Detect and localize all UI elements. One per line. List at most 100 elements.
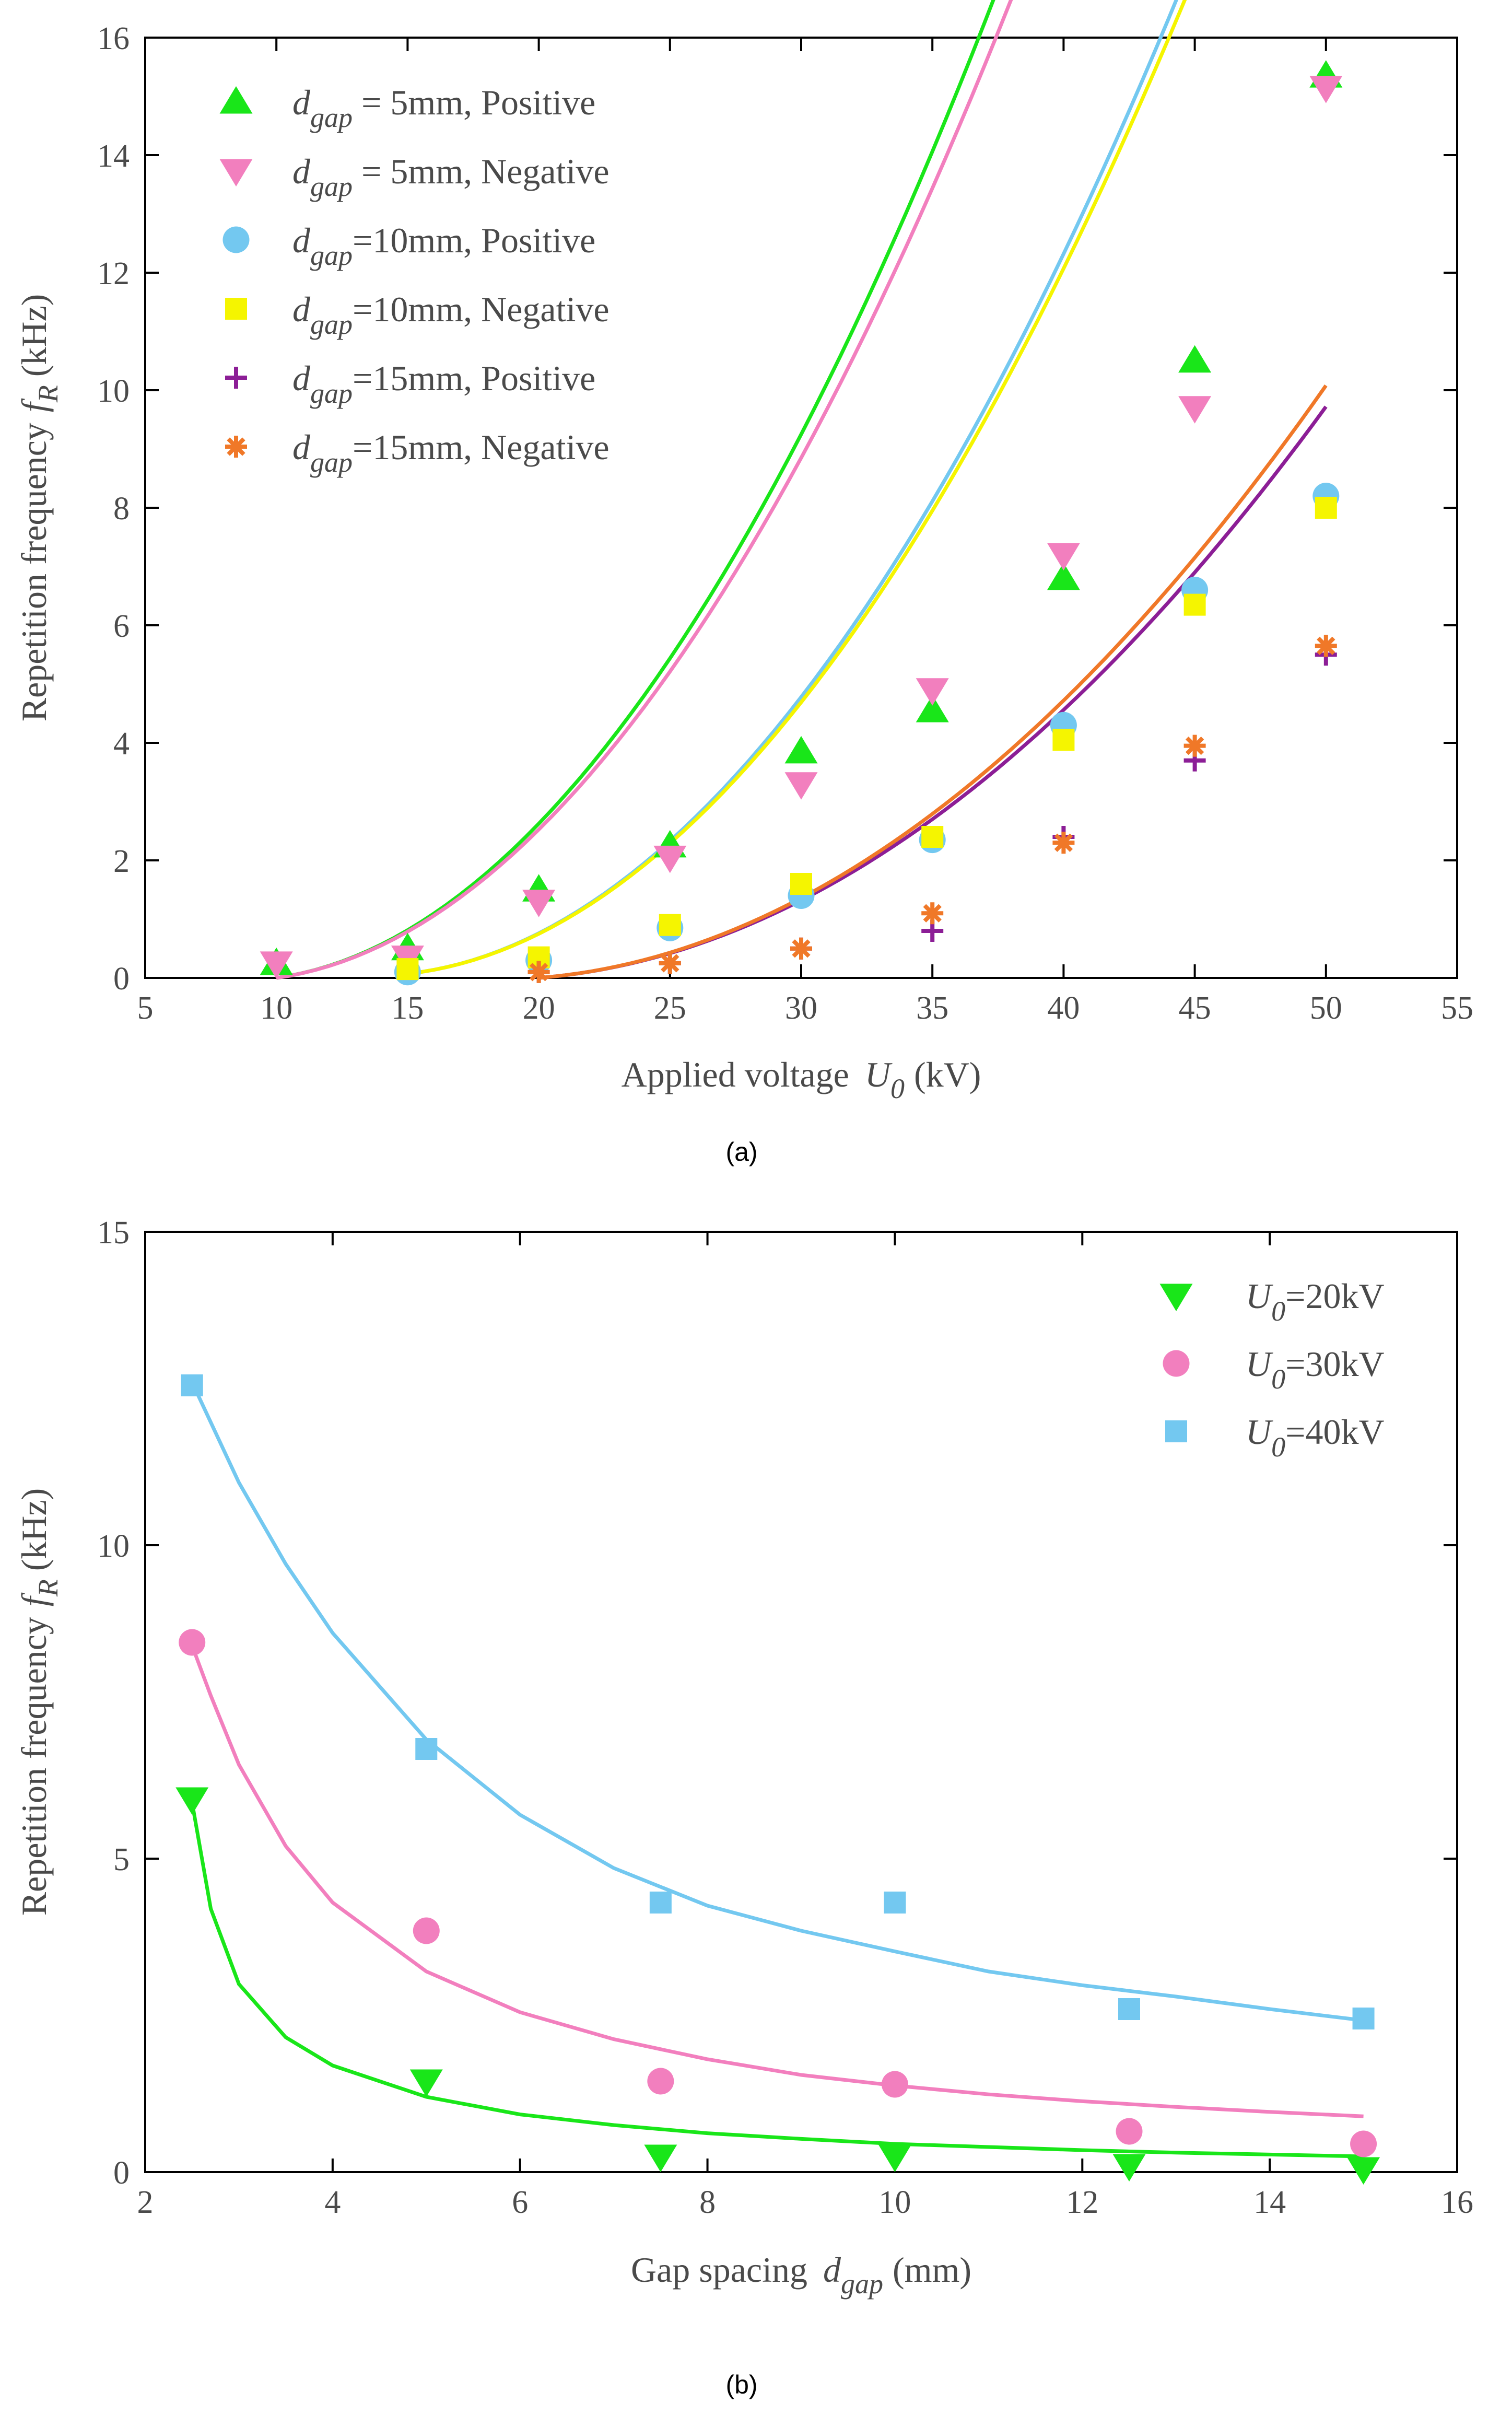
data-point-b-0 xyxy=(878,2144,911,2172)
legend-marker-b-1 xyxy=(1163,1350,1190,1377)
data-point-a-3 xyxy=(1315,497,1337,519)
data-point-a-5 xyxy=(528,961,550,983)
data-point-b-1 xyxy=(1116,2118,1143,2145)
y-tick-label: 6 xyxy=(113,609,130,644)
legend-marker-a-1 xyxy=(219,159,253,186)
data-point-a-3 xyxy=(1183,593,1206,616)
y-tick-label: 2 xyxy=(113,844,130,879)
y-tick-label: 4 xyxy=(113,726,130,762)
x-tick-label: 14 xyxy=(1253,2185,1286,2220)
data-point-a-3 xyxy=(1052,729,1075,751)
legend-marker-a-0 xyxy=(219,86,253,114)
data-point-a-5 xyxy=(790,937,812,960)
data-point-b-2 xyxy=(181,1374,203,1396)
chart-b: 2 4 6 8 10 12 14 16 0 5 10 15 U0=20kV U0=30kV U0=40kV… xyxy=(14,1215,1473,2399)
data-point-a-5 xyxy=(659,952,681,974)
fit-curve-a-3 xyxy=(407,0,1187,976)
data-point-b-0 xyxy=(1112,2154,1146,2181)
x-tick-label: 5 xyxy=(137,990,154,1026)
legend-a: dgap = 5mm, Positive dgap = 5mm, Negative… xyxy=(219,83,610,478)
y-axis-title-a: Repetition frequencyfR(kHz) xyxy=(14,294,64,722)
x-tick-label: 35 xyxy=(916,990,948,1026)
y-tick-label: 5 xyxy=(113,1842,130,1877)
caption-b: (b) xyxy=(725,2370,757,2399)
legend-label-a-3: dgap=10mm, Negative xyxy=(292,289,610,340)
caption-a: (a) xyxy=(725,1137,757,1166)
plot-area-a xyxy=(144,37,1458,979)
data-point-a-1 xyxy=(916,678,949,706)
legend-marker-a-5 xyxy=(225,436,247,458)
legend-label-b-2: U0=40kV xyxy=(1246,1412,1385,1463)
legend-label-a-5: dgap=15mm, Negative xyxy=(292,427,610,478)
legend-marker-b-0 xyxy=(1159,1284,1193,1311)
y-tick-label: 12 xyxy=(97,256,130,291)
x-tick-label: 10 xyxy=(260,990,292,1026)
y-tick-label: 0 xyxy=(113,961,130,997)
x-tick-label: 4 xyxy=(324,2185,341,2220)
fit-curve-a-1 xyxy=(276,0,1013,980)
data-point-a-1 xyxy=(260,951,293,979)
y-tick-label: 8 xyxy=(113,491,130,527)
x-tick-label: 2 xyxy=(137,2185,154,2220)
legend-label-a-2: dgap=10mm, Positive xyxy=(292,220,595,271)
data-point-a-0 xyxy=(916,695,949,722)
data-point-b-0 xyxy=(409,2069,443,2097)
data-point-b-2 xyxy=(1352,2008,1375,2029)
data-point-a-1 xyxy=(653,845,687,873)
legend-marker-a-2 xyxy=(222,226,250,253)
fit-curve-a-0 xyxy=(276,0,995,980)
y-tick-label: 10 xyxy=(97,1529,130,1564)
data-point-a-1 xyxy=(522,890,556,917)
chart-a: 5 10 15 20 25 30 35 40 45 50 55 0 2 4 6 8 10 12 14 16 dgap … xyxy=(14,0,1473,1166)
legend-label-a-0: dgap = 5mm, Positive xyxy=(292,83,595,133)
x-tick-label: 45 xyxy=(1179,990,1211,1026)
x-tick-label: 10 xyxy=(878,2185,911,2220)
data-point-a-3 xyxy=(396,958,419,981)
data-point-b-1 xyxy=(647,2068,674,2095)
data-point-a-0 xyxy=(784,736,818,764)
x-tick-label: 40 xyxy=(1047,990,1080,1026)
legend-label-b-1: U0=30kV xyxy=(1246,1344,1385,1395)
data-point-b-0 xyxy=(644,2144,677,2172)
fit-curve-b-0 xyxy=(190,1802,1364,2159)
plot-area-b xyxy=(144,1231,1458,2173)
legend-b: U0=20kV U0=30kV U0=40kV xyxy=(1159,1276,1385,1463)
y-tick-label: 10 xyxy=(97,374,130,409)
data-point-a-1 xyxy=(1047,543,1080,570)
data-point-b-1 xyxy=(881,2071,908,2098)
legend-label-a-1: dgap = 5mm, Negative xyxy=(292,151,610,202)
x-tick-label: 16 xyxy=(1441,2185,1473,2220)
x-tick-label: 25 xyxy=(654,990,686,1026)
legend-marker-a-3 xyxy=(225,298,247,320)
y-tick-label: 16 xyxy=(97,21,130,56)
legend-marker-b-2 xyxy=(1165,1420,1187,1442)
data-point-a-1 xyxy=(1178,396,1212,424)
legend-label-b-0: U0=20kV xyxy=(1246,1276,1385,1327)
x-tick-label: 50 xyxy=(1310,990,1342,1026)
fit-curve-b-2 xyxy=(190,1381,1364,2023)
y-tick-label: 15 xyxy=(97,1215,130,1251)
data-point-b-1 xyxy=(413,1917,440,1944)
x-tick-label: 12 xyxy=(1066,2185,1098,2220)
x-tick-label: 55 xyxy=(1441,990,1473,1026)
data-point-a-5 xyxy=(921,902,944,925)
data-point-b-2 xyxy=(884,1892,906,1914)
data-point-b-1 xyxy=(179,1629,206,1656)
x-axis-title-b: Gap spacing dgap (mm) xyxy=(631,2250,971,2300)
x-tick-label: 20 xyxy=(523,990,555,1026)
data-point-b-2 xyxy=(1118,1998,1140,2020)
data-point-b-1 xyxy=(1350,2130,1377,2157)
data-point-a-0 xyxy=(1047,563,1080,590)
data-point-a-0 xyxy=(1178,345,1212,373)
data-point-a-5 xyxy=(1183,734,1206,757)
data-point-b-0 xyxy=(1347,2157,1380,2185)
data-point-a-5 xyxy=(1315,635,1337,657)
legend-marker-a-4 xyxy=(225,367,247,389)
data-point-a-3 xyxy=(659,914,681,936)
data-point-b-0 xyxy=(175,1787,209,1815)
data-point-a-1 xyxy=(1309,76,1343,103)
legend-label-a-4: dgap=15mm, Positive xyxy=(292,358,595,409)
data-point-a-1 xyxy=(784,772,818,800)
x-tick-label: 6 xyxy=(512,2185,528,2220)
